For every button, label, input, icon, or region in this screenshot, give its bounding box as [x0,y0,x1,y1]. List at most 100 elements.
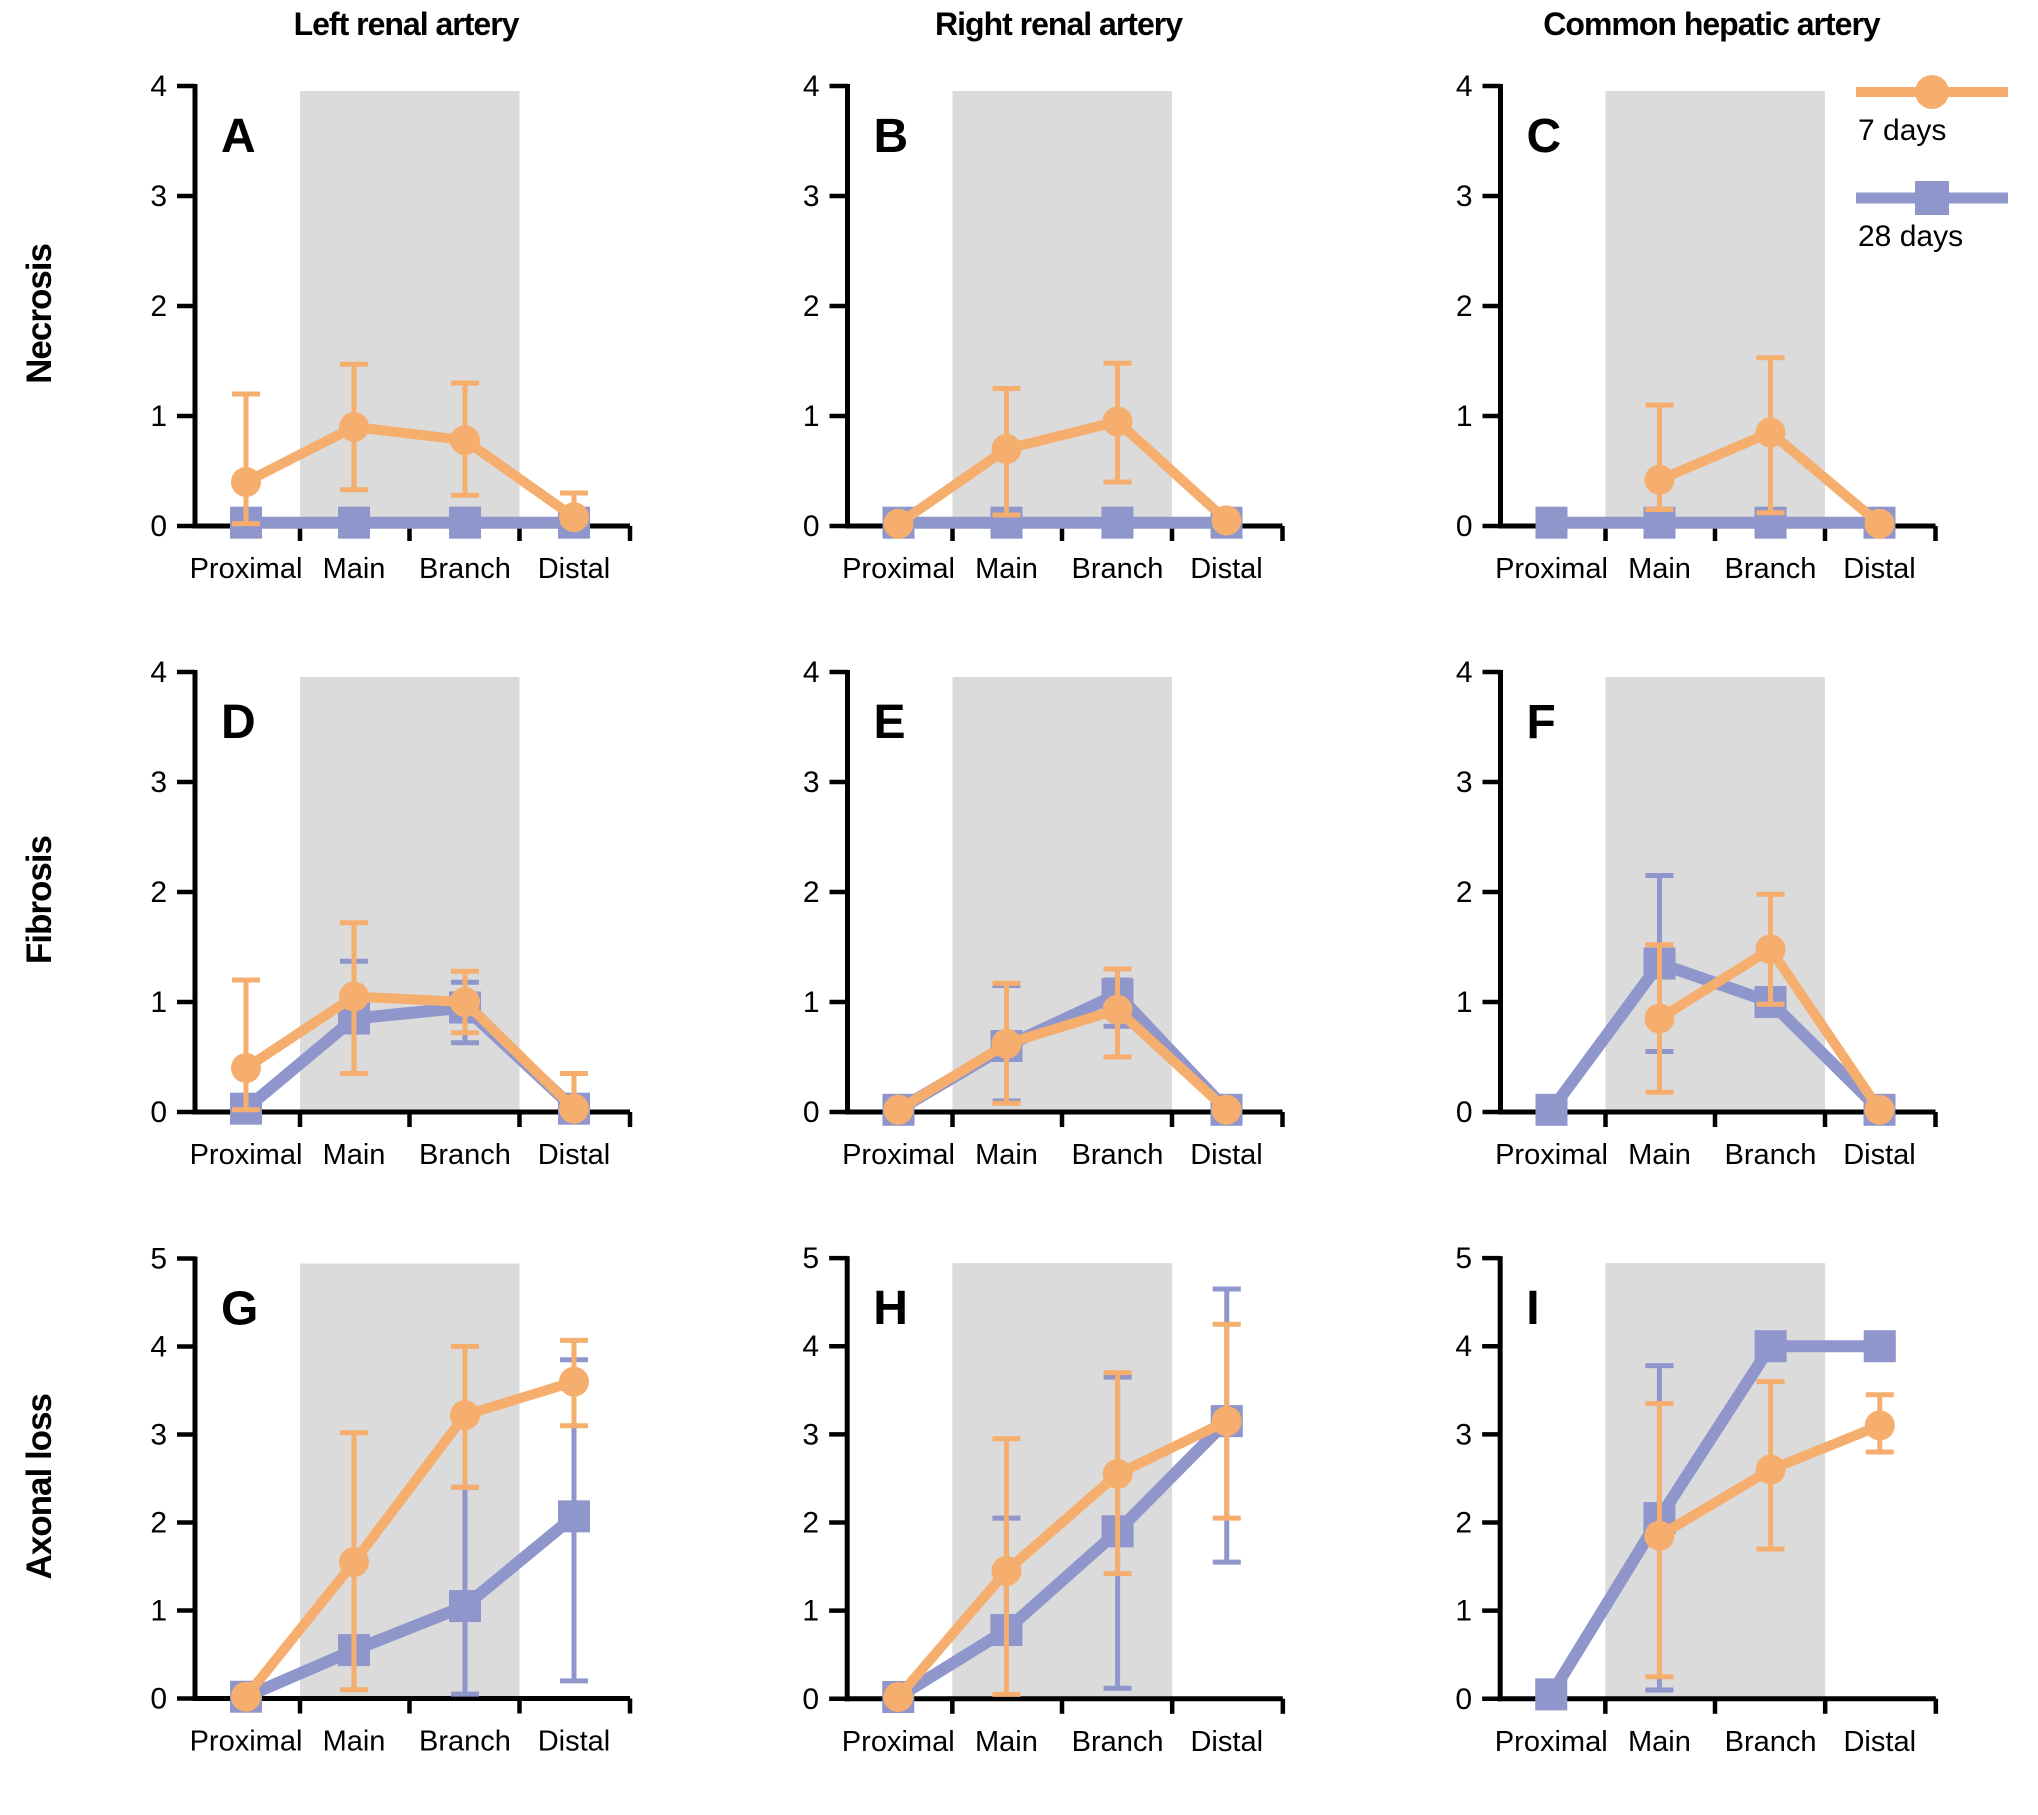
tick-labels: 0 1 2 3 4 Proximal Main Branch Distal [150,656,610,1171]
x-tick-label: Main [1628,1139,1691,1171]
row-label-necrosis: Necrosis [20,244,59,384]
x-tick-label: Branch [1725,1726,1817,1758]
x-tick-label: Proximal [842,1726,955,1758]
y-tick-label: 0 [802,1683,819,1716]
data-point-circle [1644,1520,1675,1551]
y-tick-label: 3 [150,1419,167,1452]
panel-C: 0 1 2 3 4 Proximal Main Branch Distal C [1385,56,2038,642]
tick-labels: 0 1 2 3 4 5 Proximal Main Branch Distal [150,1243,610,1758]
panel-H: 0 1 2 3 4 5 Proximal Main Branch Distal H [732,1228,1385,1815]
data-point-square [1643,506,1676,539]
highlight-band [1605,1263,1826,1699]
y-tick-label: 4 [150,70,167,103]
x-tick-label: Distal [1190,1726,1263,1758]
data-point-circle [450,987,480,1017]
x-tick-label: Branch [419,553,511,585]
series-line [243,991,578,1113]
x-tick-label: Branch [1725,553,1817,585]
corner-spacer [0,0,80,56]
data-point-circle [1644,464,1675,495]
y-tick-label: 2 [150,1507,167,1540]
y-tick-label: 3 [1456,180,1473,213]
y-tick-label: 4 [802,1330,819,1363]
x-tick-label: Distal [538,553,611,585]
legend-item-28-days: 28 days [1852,178,2030,254]
y-tick-label: 4 [1455,1330,1472,1363]
tick-labels: 0 1 2 3 4 5 Proximal Main Branch Distal [802,1242,1263,1758]
y-tick-label: 0 [1456,1096,1473,1129]
data-point-square [449,1590,481,1623]
chart-svg-F: 0 1 2 3 4 Proximal Main Branch Distal F [1456,656,1938,1171]
legend-item-7-days: 7 days [1852,72,2030,148]
chart-svg-C: 0 1 2 3 4 Proximal Main Branch Distal C [1456,70,1938,585]
column-title-left-renal: Left renal artery [293,6,520,42]
series-line [895,416,1230,528]
x-tick-label: Branch [1072,1726,1164,1758]
y-tick-label: 4 [150,1331,167,1364]
x-tick-label: Branch [1725,1139,1817,1171]
tick-labels: 0 1 2 3 4 5 Proximal Main Branch Distal [1455,1242,1916,1758]
row-label-axonal-loss: Axonal loss [20,1393,59,1580]
series-line [895,1004,1230,1115]
x-tick-label: Branch [419,1139,511,1171]
data-point-circle [991,434,1022,464]
axes [177,669,633,1127]
series-line [243,1511,578,1703]
chart-svg-I: 0 1 2 3 4 5 Proximal Main Branch Distal I [1455,1242,1939,1758]
panel-letter: D [221,696,256,749]
panel-letter: F [1527,696,1556,749]
x-tick-label: Proximal [190,553,303,585]
series-7-days [883,1321,1242,1713]
data-point-circle [1644,1003,1675,1034]
panel-B: 0 1 2 3 4 Proximal Main Branch Distal B [732,56,1385,642]
x-tick-label: Main [1628,1726,1691,1758]
panel-A: 0 1 2 3 4 Proximal Main Branch Distal A [80,56,732,642]
data-point-circle [1755,934,1786,965]
y-tick-label: 4 [803,656,820,689]
data-point-circle [450,425,480,456]
column-title-right-renal: Right renal artery [935,6,1183,42]
series-line [243,422,577,522]
series-line [895,1416,1232,1703]
data-point-circle [450,1400,480,1431]
tick-labels: 0 1 2 3 4 Proximal Main Branch Distal [803,70,1263,585]
data-point-circle [559,1366,589,1397]
data-point-circle [1211,1406,1242,1437]
data-point-circle [339,412,369,442]
data-point-circle [1755,417,1786,448]
legend-label-28-days: 28 days [1858,220,1964,253]
panel-letter: A [221,110,256,163]
panel-letter: B [874,110,909,163]
x-tick-label: Main [975,1726,1038,1758]
data-point-circle [1211,505,1242,536]
y-tick-label: 2 [802,1507,819,1540]
chart-svg-B: 0 1 2 3 4 Proximal Main Branch Distal B [803,70,1285,585]
legend-marker-7-days-icon [1856,75,2008,109]
tick-labels: 0 1 2 3 4 Proximal Main Branch Distal [150,70,610,585]
x-tick-label: Proximal [1495,553,1608,585]
data-point-square [449,506,481,539]
x-tick-label: Distal [538,1726,611,1758]
y-tick-label: 1 [802,1595,819,1628]
x-tick-label: Main [323,1726,386,1758]
data-point-circle [883,1094,914,1125]
x-tick-label: Distal [1843,1726,1916,1758]
x-tick-label: Branch [1072,553,1164,585]
series-line [242,1376,576,1700]
x-tick-label: Distal [1190,553,1263,585]
y-tick-label: 1 [1456,400,1473,433]
y-tick-label: 4 [1456,70,1473,103]
x-tick-label: Main [975,1139,1038,1171]
y-tick-label: 3 [803,766,820,799]
y-tick-label: 3 [1456,766,1473,799]
series-line [1546,1340,1880,1698]
tick-labels: 0 1 2 3 4 Proximal Main Branch Distal [1456,70,1916,585]
axes [829,669,1285,1127]
y-tick-label: 2 [803,876,820,909]
data-point-circle [1755,1454,1786,1485]
panel-letter: G [221,1283,258,1336]
x-tick-label: Branch [419,1726,511,1758]
y-tick-label: 2 [803,290,820,323]
y-tick-label: 1 [1456,986,1473,1019]
data-point-circle [231,467,261,497]
